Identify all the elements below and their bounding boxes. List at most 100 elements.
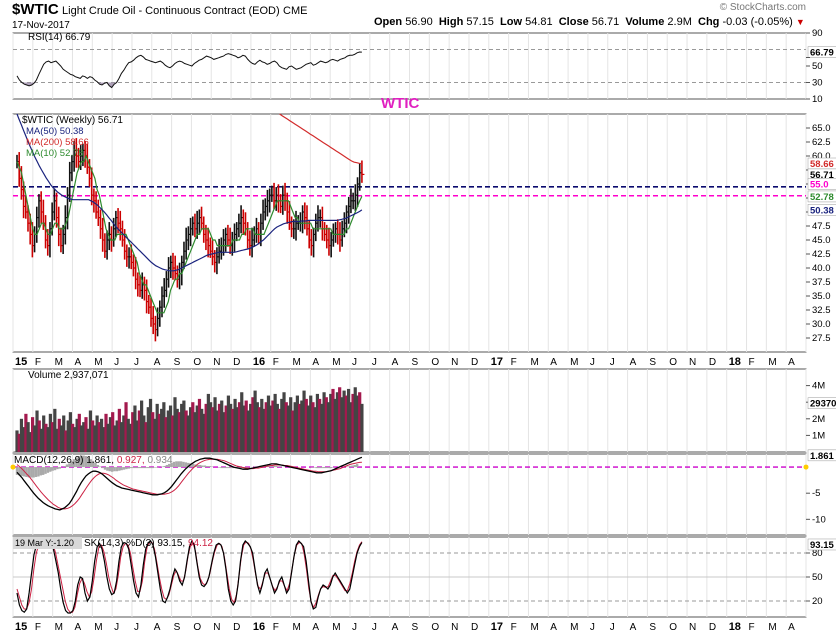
macd-hist-bar <box>172 461 176 468</box>
volume-bar <box>237 402 242 452</box>
volume-last-tag-box <box>807 397 836 409</box>
x-axis-label: J <box>114 622 119 633</box>
ma10-line <box>16 154 363 314</box>
volume-bar <box>286 405 291 452</box>
volume-bar <box>182 400 186 452</box>
price-tick-label: 32.5 <box>812 305 831 316</box>
volume-bar <box>75 418 79 452</box>
volume-bar <box>93 425 97 452</box>
volume-bar <box>131 412 135 452</box>
volume-bar <box>188 407 193 452</box>
volume-bar <box>217 403 222 452</box>
rsi-tick-label: 10 <box>812 94 823 105</box>
x-axis-label: F <box>35 357 41 368</box>
x-axis-label: F <box>511 622 517 633</box>
dropdown-arrow-icon[interactable]: ▼ <box>795 17 805 27</box>
volume-bar <box>51 422 55 452</box>
macd-hist-bar <box>265 466 268 468</box>
volume-bar <box>262 408 266 452</box>
macd-hist-bar <box>227 467 230 469</box>
x-axis-label: M <box>768 622 776 633</box>
rsi-last-tag: 66.79 <box>810 48 834 59</box>
x-axis-label: F <box>511 357 517 368</box>
volume-bar <box>184 410 188 452</box>
volume-bar <box>346 388 351 452</box>
volume-bar <box>97 422 101 452</box>
macd-hist-bar <box>18 467 21 476</box>
volume-bar <box>186 415 190 452</box>
x-axis-label: M <box>94 622 102 633</box>
macd-legend: MACD(12,26,9) 1.861, 0.927, 0.934 <box>14 455 173 466</box>
volume-bar <box>331 388 335 452</box>
macd-hist-bar <box>170 462 173 468</box>
ma50-legend: MA(50) 50.38 <box>26 126 84 137</box>
volume-bar <box>84 417 88 452</box>
x-axis-label: J <box>590 357 595 368</box>
x-axis-label: D <box>709 357 716 368</box>
macd-hist-bar <box>75 457 78 468</box>
volume-bar <box>46 427 50 452</box>
volume-bar <box>260 398 264 452</box>
x-axis-label: M <box>55 357 63 368</box>
macd-hist-bar <box>41 467 45 475</box>
macd-hist-bar <box>70 461 73 468</box>
macd-hist-bar <box>160 466 164 468</box>
volume-bar <box>53 408 57 452</box>
volume-bar <box>62 415 66 452</box>
x-axis-label: J <box>352 622 357 633</box>
macd-hist-bar <box>127 467 131 469</box>
macd-hist-bar <box>346 466 349 468</box>
price-tick-label: 37.5 <box>812 277 831 288</box>
macd-hist-bar <box>34 467 38 477</box>
macd-hist-bar <box>179 461 183 468</box>
price-tick-label: 35.0 <box>812 291 831 302</box>
volume-bar <box>273 393 277 452</box>
volume-tick-label: 2M <box>812 414 825 425</box>
macd-tick-label: -10 <box>812 514 826 525</box>
volume-bar <box>64 430 68 452</box>
x-axis-bottom: 15 F M A M J J A S O N D 16 F M A M J J A S O N D 17 F M A M J J A S O N D 1… <box>15 621 795 633</box>
macd-hist-bar <box>77 456 81 468</box>
volume-bar <box>344 395 348 452</box>
macd-last-tag: 1.861 <box>810 451 834 462</box>
stoch-k-line <box>16 539 363 614</box>
x-axis-label: 18 <box>729 356 741 368</box>
macd-hist-bar <box>327 467 330 469</box>
volume-bar <box>315 393 320 452</box>
volume-bar <box>124 402 128 452</box>
volume-bar <box>128 423 133 452</box>
volume-bar <box>39 428 44 452</box>
price-tag: 52.78 <box>810 192 834 203</box>
macd-hist-bar <box>53 467 57 471</box>
price-tick-label: 42.5 <box>812 249 831 260</box>
volume-bar <box>202 413 206 452</box>
volume-bar <box>28 432 32 452</box>
volume-tick-label: 1M <box>812 430 825 441</box>
macd-hist-bar <box>313 467 316 468</box>
volume-bar <box>355 395 360 452</box>
volume-bar <box>86 428 90 452</box>
macd-hist-bar <box>217 467 221 468</box>
volume-bar <box>215 410 219 452</box>
macd-hist-bar <box>89 459 92 468</box>
x-axis-label: 15 <box>15 621 27 633</box>
volume-bar <box>146 407 150 452</box>
volume-bar <box>155 403 159 452</box>
symbol[interactable]: $WTIC <box>12 1 59 18</box>
macd-hist-bar <box>310 467 314 468</box>
macd-hist-bar <box>32 467 35 478</box>
macd-hist-bar <box>44 467 47 474</box>
price-tag-box <box>807 204 836 216</box>
brand-logo[interactable]: © StockCharts.com <box>719 2 806 13</box>
volume-bar <box>209 402 213 452</box>
volume-bar <box>140 400 144 452</box>
ma50-line <box>16 113 363 272</box>
macd-hist-bar <box>275 466 278 468</box>
x-axis-label: 16 <box>253 621 265 633</box>
macd-hist-bar <box>15 467 19 475</box>
volume-bar <box>233 398 237 452</box>
volume-bar <box>338 387 342 452</box>
x-axis-label: 17 <box>491 621 503 633</box>
volume-bar <box>313 407 317 452</box>
